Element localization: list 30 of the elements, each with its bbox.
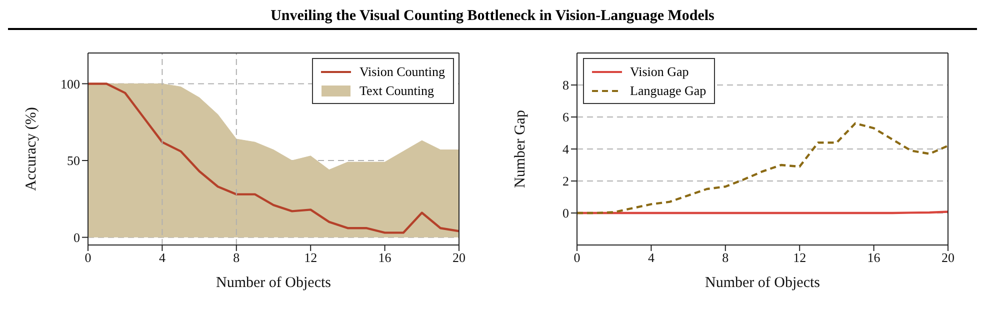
y-axis-title: Accuracy (%) <box>23 107 40 191</box>
x-tick-label: 16 <box>378 250 392 266</box>
legend-label: Text Counting <box>359 82 434 98</box>
line-series <box>577 122 948 214</box>
x-tick-label: 0 <box>84 250 92 266</box>
legend-label: Vision Gap <box>630 64 689 80</box>
text: Unveiling the Visual Counting Bottleneck in Vision-Language Models <box>8 8 977 30</box>
y-tick-label: 100 <box>60 76 80 92</box>
y-axis-title: Number Gap <box>512 110 528 188</box>
x-tick-label: 4 <box>648 250 655 266</box>
y-tick-label: 2 <box>562 174 569 189</box>
x-tick-label: 12 <box>304 250 318 266</box>
y-tick-label: 6 <box>562 110 570 125</box>
y-tick-label: 0 <box>562 206 569 221</box>
x-axis-title: Number of Objects <box>705 275 820 291</box>
x-tick-label: 0 <box>574 250 580 266</box>
x-tick-label: 20 <box>942 250 954 266</box>
x-tick-label: 16 <box>867 250 881 266</box>
legend-label: Vision Counting <box>359 64 445 80</box>
x-tick-label: 4 <box>158 250 166 266</box>
y-tick-label: 4 <box>562 142 570 157</box>
x-tick-label: 8 <box>722 250 729 266</box>
legend-label: Language Gap <box>630 82 706 98</box>
x-tick-label: 8 <box>233 250 240 266</box>
x-tick-label: 20 <box>452 250 466 266</box>
y-tick-label: 50 <box>67 153 80 168</box>
y-tick-label: 0 <box>74 230 80 245</box>
y-tick-label: 8 <box>562 78 569 93</box>
x-tick-label: 12 <box>793 250 806 266</box>
x-axis-title: Number of Objects <box>216 275 332 291</box>
